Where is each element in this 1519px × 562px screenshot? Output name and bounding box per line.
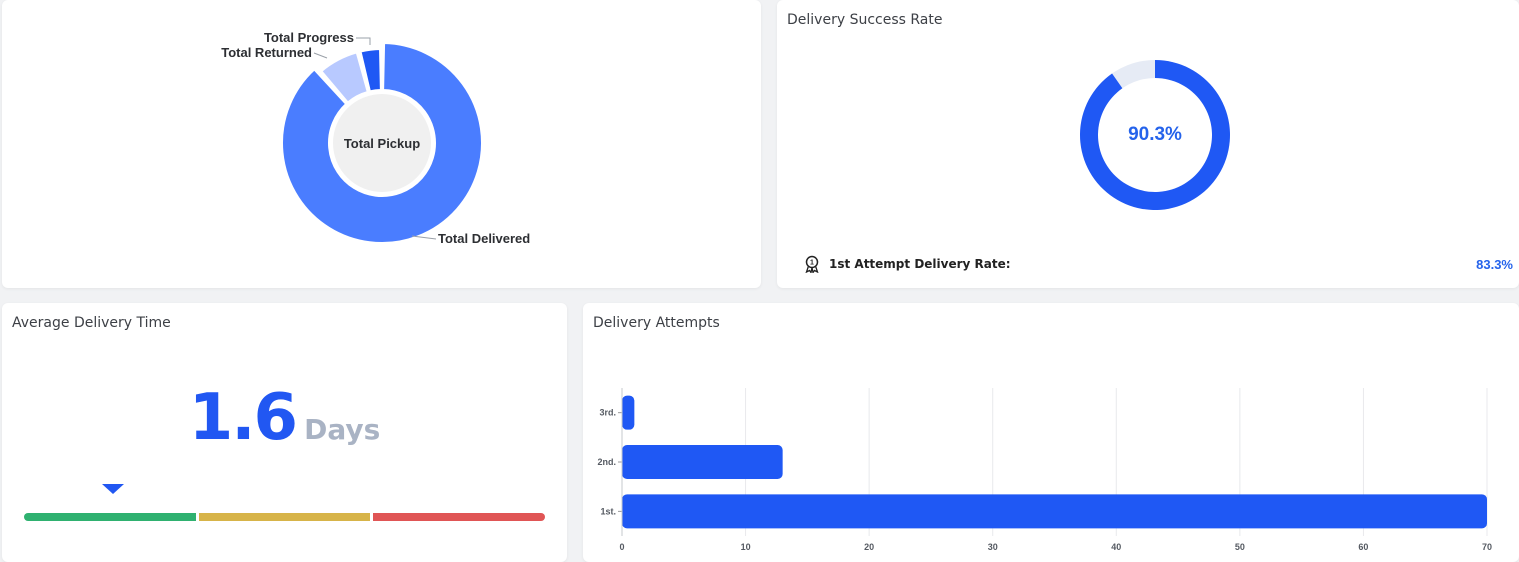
- donut-slice-total-progress[interactable]: [359, 47, 382, 93]
- donut-slice-total-delivered[interactable]: [281, 41, 483, 244]
- y-tick-label: 3rd.: [599, 408, 616, 418]
- x-tick-label: 50: [1235, 542, 1245, 552]
- card-title: Delivery Success Rate: [787, 12, 943, 28]
- x-tick-label: 40: [1111, 542, 1121, 552]
- bar-2nd[interactable]: [622, 445, 783, 479]
- y-tick-label: 2nd.: [597, 457, 616, 467]
- first-attempt-label: 1st Attempt Delivery Rate:: [829, 257, 1011, 271]
- average-time-display: 1.6 Days: [2, 381, 567, 455]
- scale-segment-slow: [373, 513, 546, 521]
- donut-center-label: Total Pickup: [344, 136, 420, 151]
- delivery-attempts-card: Delivery Attempts 3rd. 2nd. 1st. 0 10 20 30 40…: [583, 303, 1519, 562]
- leader-line: [411, 235, 437, 240]
- pickup-donut-chart: Total Pickup Total Delivered Total Return…: [221, 30, 530, 246]
- x-tick-label: 20: [864, 542, 874, 552]
- x-tick-label: 30: [988, 542, 998, 552]
- delivery-time-scale: [24, 513, 546, 521]
- leader-line: [313, 52, 328, 59]
- card-title: Delivery Attempts: [593, 315, 720, 331]
- bar-3rd[interactable]: [622, 395, 635, 430]
- bar-1st[interactable]: [622, 494, 1487, 529]
- donut-slice-label: Total Delivered: [438, 231, 530, 246]
- donut-slice-label: Total Progress: [264, 30, 354, 45]
- delivery-success-card: Delivery Success Rate 90.3% 1 1st Attemp…: [777, 0, 1519, 288]
- first-attempt-value: 83.3%: [1476, 256, 1513, 272]
- x-tick-label: 0: [619, 542, 624, 552]
- scale-segment-fast: [24, 513, 196, 521]
- x-tick-label: 10: [741, 542, 751, 552]
- leader-line: [356, 37, 371, 45]
- first-attempt-row: 1 1st Attempt Delivery Rate: 83.3%: [803, 255, 1513, 273]
- y-tick-label: 1st.: [600, 506, 616, 516]
- donut-slice-total-returned[interactable]: [319, 51, 369, 104]
- donut-slice-label: Total Returned: [221, 45, 312, 60]
- medal-icon: 1: [805, 255, 819, 273]
- pickup-card: Total Pickup Total Delivered Total Return…: [2, 0, 761, 288]
- success-rate-value: 90.3%: [1128, 124, 1182, 145]
- average-delivery-time-card: Average Delivery Time 1.6 Days: [2, 303, 567, 562]
- x-tick-label: 60: [1358, 542, 1368, 552]
- average-time-unit: Days: [304, 413, 381, 446]
- average-time-value: 1.6: [188, 381, 298, 455]
- delivery-attempts-chart: 3rd. 2nd. 1st. 0 10 20 30 40 50 60 70: [597, 388, 1492, 552]
- svg-text:1: 1: [810, 260, 814, 267]
- x-tick-label: 70: [1482, 542, 1492, 552]
- donut-center: [333, 94, 431, 192]
- card-title: Average Delivery Time: [12, 315, 171, 331]
- success-rate-ring: 90.3%: [1080, 60, 1230, 210]
- scale-pointer-icon: [101, 484, 124, 494]
- scale-segment-medium: [198, 513, 371, 521]
